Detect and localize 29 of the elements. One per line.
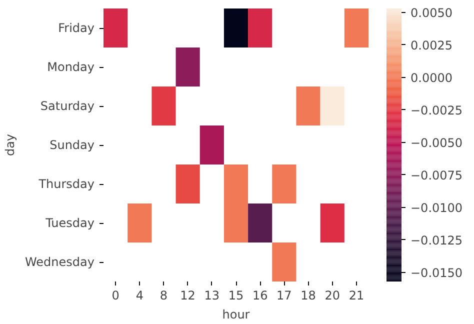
y-tick-label: Sunday <box>50 138 95 152</box>
y-axis-title: day <box>3 134 18 156</box>
color-bar-label: −0.0150 <box>410 266 463 280</box>
x-tick-label: 0 <box>112 288 120 302</box>
x-tick-label: 13 <box>204 288 220 302</box>
x-tick-label: 15 <box>228 288 244 302</box>
x-tick-label: 21 <box>348 288 364 302</box>
x-tick-label: 16 <box>252 288 268 302</box>
color-bar-label: −0.0025 <box>410 103 463 118</box>
x-tick-label: 4 <box>136 288 144 302</box>
color-bar-label: −0.0100 <box>410 200 463 215</box>
x-tick-label: 17 <box>276 288 292 302</box>
x-axis-title: hour <box>222 308 250 322</box>
color-bar-label: 0.0025 <box>410 38 452 52</box>
x-tick-label: 12 <box>180 288 196 302</box>
color-bar-label: −0.0075 <box>410 168 463 182</box>
y-tick-label: Saturday <box>40 99 94 113</box>
color-bar-label: 0.0000 <box>410 70 452 85</box>
color-bar-label: 0.0050 <box>410 6 452 20</box>
x-tick-label: 20 <box>324 288 340 302</box>
color-bar-label: −0.0050 <box>410 136 463 150</box>
x-tick-label: 8 <box>160 288 168 302</box>
y-tick-label: Wednesday <box>25 255 95 269</box>
y-tick-label: Tuesday <box>44 216 95 230</box>
color-bar-label: −0.0125 <box>410 233 463 248</box>
y-tick-label: Monday <box>47 60 94 74</box>
y-tick-label: Friday <box>58 21 95 35</box>
y-tick-label: Thursday <box>38 177 95 191</box>
x-tick-label: 18 <box>300 288 316 302</box>
